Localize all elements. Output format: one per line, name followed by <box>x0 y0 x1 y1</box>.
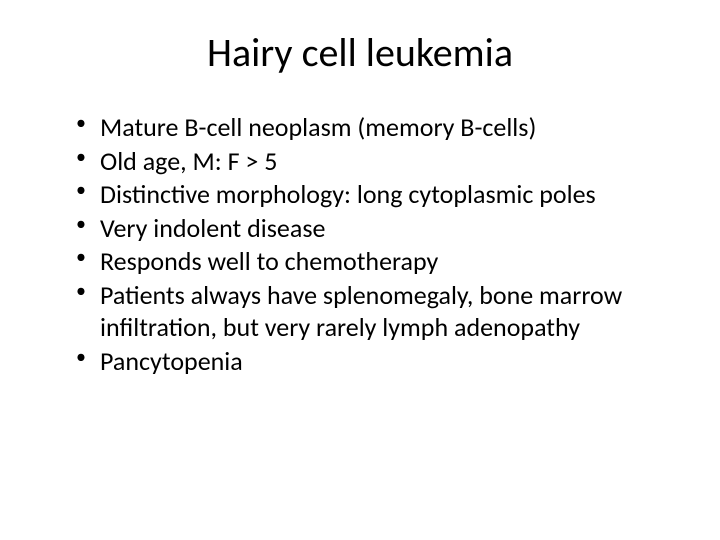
list-item: Pancytopenia <box>76 345 680 378</box>
list-item: Old age, M: F > 5 <box>76 145 680 178</box>
list-item: Mature B-cell neoplasm (memory B-cells) <box>76 111 680 144</box>
list-item: Patients always have splenomegaly, bone … <box>76 279 680 344</box>
list-item: Distinctive morphology: long cytoplasmic… <box>76 178 680 211</box>
list-item: Very indolent disease <box>76 212 680 245</box>
slide-container: Hairy cell leukemia Mature B-cell neopla… <box>0 0 720 540</box>
list-item: Responds well to chemotherapy <box>76 245 680 278</box>
slide-title: Hairy cell leukemia <box>40 28 680 77</box>
bullet-list: Mature B-cell neoplasm (memory B-cells) … <box>40 111 680 377</box>
